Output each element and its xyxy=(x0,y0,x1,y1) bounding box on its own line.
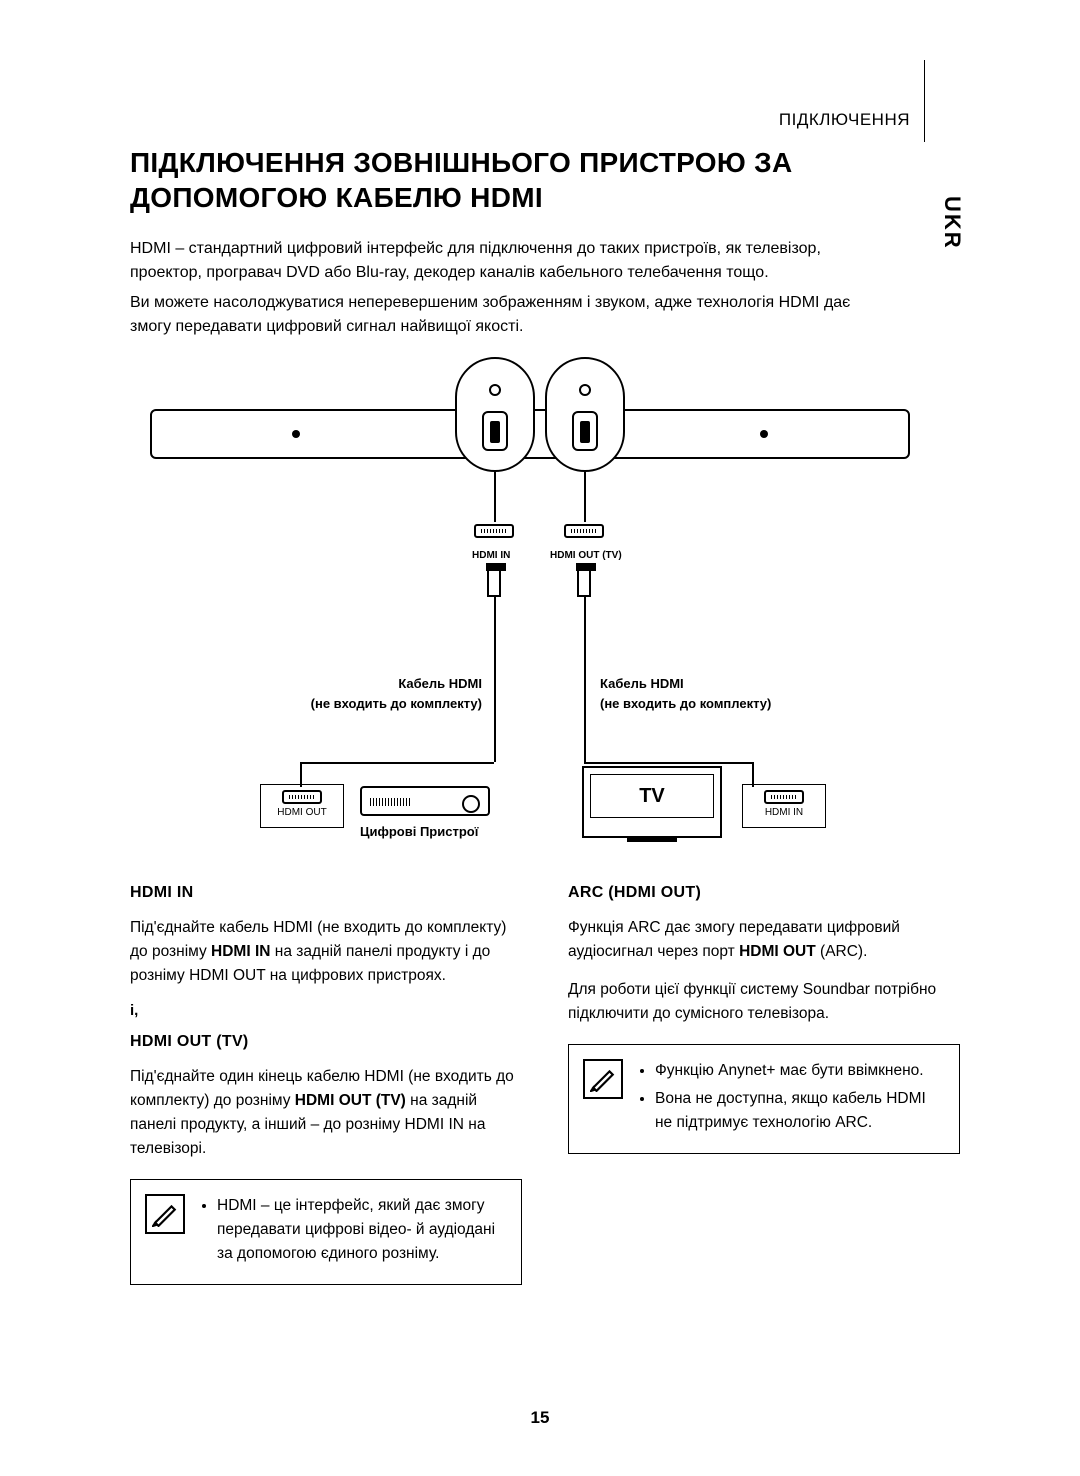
hdmi-plug-icon xyxy=(487,569,501,597)
connection-diagram: HDMI IN HDMI OUT (TV) Кабель HDMI (не вх… xyxy=(150,354,910,854)
heading-hdmi-out: HDMI OUT (TV) xyxy=(130,1033,522,1051)
hdmi-connector-icon xyxy=(282,790,322,804)
heading-arc: ARC (HDMI OUT) xyxy=(568,884,960,902)
hdmi-in-callout xyxy=(455,357,535,472)
section-label: ПІДКЛЮЧЕННЯ xyxy=(779,110,910,130)
note-item-1: Функцію Anynet+ має бути ввімкнено. xyxy=(655,1059,943,1083)
intro-paragraph-2: Ви можете насолоджуватися неперевершеним… xyxy=(130,291,870,339)
tv-graphic: TV xyxy=(582,766,722,838)
hdmi-out-box: HDMI OUT xyxy=(260,784,344,828)
hdmi-plug-icon xyxy=(577,569,591,597)
note-text: HDMI – це інтерфейс, який дає змогу пере… xyxy=(217,1194,505,1266)
device-label: Цифрові Пристрої xyxy=(360,824,478,839)
note-box-left: HDMI – це інтерфейс, який дає змогу пере… xyxy=(130,1179,522,1285)
hdmi-in-box: HDMI IN xyxy=(742,784,826,828)
hdmi-connector-icon xyxy=(764,790,804,804)
page-number: 15 xyxy=(531,1408,550,1428)
port-label-in: HDMI IN xyxy=(472,550,510,561)
i-marker: і, xyxy=(130,1002,522,1019)
note-icon xyxy=(145,1194,185,1234)
arc-paragraph-1: Функція ARC дає змогу передавати цифрови… xyxy=(568,916,960,964)
note-box-right: Функцію Anynet+ має бути ввімкнено. Вона… xyxy=(568,1044,960,1154)
intro-paragraph-1: HDMI – стандартний цифровий інтерфейс дл… xyxy=(130,237,870,285)
arc-paragraph-2: Для роботи цієї функції систему Soundbar… xyxy=(568,978,960,1026)
hdmi-out-paragraph: Під'єднайте один кінець кабелю HDMI (не … xyxy=(130,1065,522,1161)
left-column: HDMI IN Під'єднайте кабель HDMI (не вход… xyxy=(130,884,522,1285)
right-column: ARC (HDMI OUT) Функція ARC дає змогу пер… xyxy=(568,884,960,1285)
cable-label-left: Кабель HDMI (не входить до комплекту) xyxy=(292,674,482,713)
hdmi-in-paragraph: Під'єднайте кабель HDMI (не входить до к… xyxy=(130,916,522,988)
header-separator xyxy=(924,60,925,142)
page-title: ПІДКЛЮЧЕННЯ ЗОВНІШНЬОГО ПРИСТРОЮ ЗА ДОПО… xyxy=(130,145,960,215)
hdmi-connector-icon xyxy=(474,524,514,538)
heading-hdmi-in: HDMI IN xyxy=(130,884,522,902)
language-tab: UKR xyxy=(939,196,965,250)
cable-label-right: Кабель HDMI (не входить до комплекту) xyxy=(600,674,810,713)
note-icon xyxy=(583,1059,623,1099)
hdmi-connector-icon xyxy=(564,524,604,538)
digital-device-graphic xyxy=(360,786,490,816)
note-item-2: Вона не доступна, якщо кабель HDMI не пі… xyxy=(655,1087,943,1135)
port-label-out: HDMI OUT (TV) xyxy=(550,550,622,561)
hdmi-out-callout xyxy=(545,357,625,472)
